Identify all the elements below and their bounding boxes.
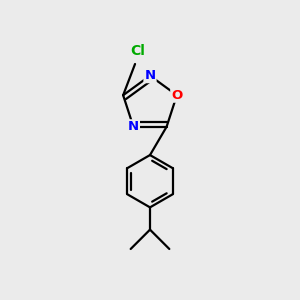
Text: O: O — [171, 89, 182, 102]
Text: N: N — [144, 69, 156, 82]
Text: Cl: Cl — [130, 44, 146, 58]
Text: N: N — [128, 120, 139, 133]
